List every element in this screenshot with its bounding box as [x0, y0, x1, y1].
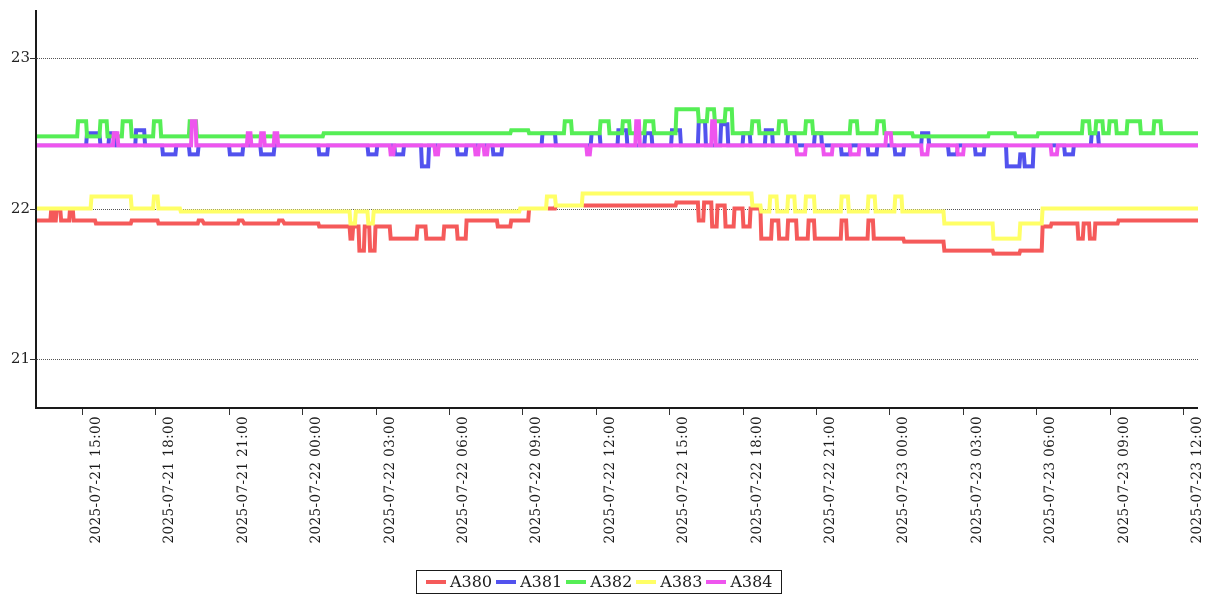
- x-tick-mark: [816, 409, 817, 415]
- x-tick-label: 2025-07-22 15:00: [675, 416, 692, 544]
- x-tick-label: 2025-07-22 00:00: [308, 416, 325, 544]
- gridline: [37, 58, 1198, 60]
- series-line-a383: [37, 191, 1198, 241]
- legend-swatch-icon: [496, 580, 517, 584]
- x-tick-mark: [228, 409, 230, 415]
- x-tick-label: 2025-07-23 00:00: [895, 416, 912, 544]
- legend-swatch-icon: [426, 580, 446, 584]
- y-tick-label: 21: [10, 348, 30, 367]
- x-tick-mark: [155, 409, 157, 415]
- x-tick-mark: [1036, 409, 1038, 415]
- plot-area: [37, 10, 1198, 407]
- legend-item-a384[interactable]: A384: [706, 574, 772, 590]
- x-tick-mark: [375, 409, 377, 415]
- legend-item-a380[interactable]: A380: [426, 574, 492, 590]
- x-tick-label: 2025-07-22 09:00: [528, 416, 545, 544]
- x-tick-label: 2025-07-23 09:00: [1115, 416, 1132, 544]
- x-tick-mark: [1109, 409, 1111, 415]
- chart-legend: A380 A381 A382 A383 A384: [416, 570, 783, 594]
- series-line-a382: [37, 107, 1198, 139]
- y-tick-mark: [30, 208, 37, 210]
- x-tick-mark: [742, 409, 744, 415]
- x-tick-label: 2025-07-23 12:00: [1189, 416, 1205, 544]
- series-lines: [37, 107, 1198, 256]
- legend-label: A382: [590, 572, 633, 591]
- legend-swatch-icon: [706, 580, 727, 584]
- series-line-a384: [37, 119, 1198, 157]
- legend-label: A380: [450, 572, 493, 591]
- legend-item-a382[interactable]: A382: [566, 574, 632, 590]
- x-tick-label: 2025-07-22 03:00: [381, 416, 398, 544]
- x-tick-mark: [302, 409, 304, 415]
- gridline: [37, 358, 1198, 360]
- legend-item-a383[interactable]: A383: [636, 574, 702, 590]
- legend-item-a381[interactable]: A381: [496, 574, 562, 590]
- x-tick-label: 2025-07-22 06:00: [455, 416, 471, 544]
- x-tick-label: 2025-07-21 18:00: [161, 416, 178, 544]
- x-tick-label: 2025-07-22 21:00: [822, 416, 838, 544]
- x-tick-mark: [82, 409, 83, 415]
- legend-label: A384: [730, 572, 773, 591]
- y-tick-mark: [30, 358, 37, 360]
- x-tick-mark: [449, 409, 450, 415]
- y-tick-label: 22: [10, 198, 30, 217]
- x-axis-line: [35, 407, 1198, 409]
- x-tick-label: 2025-07-23 03:00: [968, 416, 985, 544]
- x-tick-mark: [595, 409, 597, 415]
- x-tick-label: 2025-07-21 15:00: [88, 416, 104, 544]
- x-tick-label: 2025-07-23 06:00: [1042, 416, 1059, 544]
- y-tick-mark: [30, 58, 37, 60]
- legend-swatch-icon: [636, 580, 657, 584]
- x-tick-label: 2025-07-22 18:00: [748, 416, 765, 544]
- x-tick-mark: [1183, 409, 1184, 415]
- y-tick-label: 23: [10, 48, 30, 67]
- x-tick-mark: [889, 409, 891, 415]
- legend-label: A381: [520, 572, 563, 591]
- x-tick-label: 2025-07-22 12:00: [601, 416, 618, 544]
- x-tick-mark: [962, 409, 964, 415]
- x-tick-label: 2025-07-21 21:00: [234, 416, 251, 544]
- gridline: [37, 208, 1198, 210]
- x-tick-mark: [522, 409, 524, 415]
- x-tick-mark: [669, 409, 671, 415]
- legend-label: A383: [660, 572, 703, 591]
- legend-swatch-icon: [566, 580, 587, 584]
